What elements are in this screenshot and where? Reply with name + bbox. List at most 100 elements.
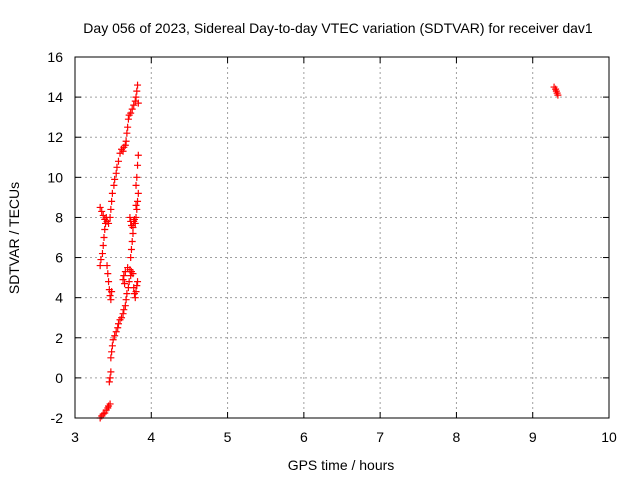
data-point <box>99 242 107 250</box>
data-point <box>127 109 135 117</box>
data-point <box>119 147 127 155</box>
data-point <box>108 288 116 296</box>
data-point <box>114 157 122 165</box>
y-tick-labels: -2 0 2 4 6 8 10 12 14 16 <box>47 49 63 426</box>
data-point <box>105 278 113 286</box>
x-tick-labels: 3 4 5 6 7 8 9 10 <box>71 429 617 445</box>
data-point <box>133 205 141 213</box>
data-point <box>127 246 135 254</box>
x-tick-label: 8 <box>453 429 461 445</box>
data-point <box>132 181 140 189</box>
data-point <box>128 105 136 113</box>
data-point <box>107 354 115 362</box>
data-point <box>98 207 106 215</box>
data-point <box>131 219 139 227</box>
x-tick-label: 6 <box>300 429 308 445</box>
x-tick-label: 3 <box>71 429 79 445</box>
plot-frame <box>74 56 610 419</box>
data-point <box>133 173 141 181</box>
data-point <box>106 400 114 408</box>
data-point <box>106 292 114 300</box>
data-point <box>129 223 137 231</box>
y-tick-label: 16 <box>47 49 63 65</box>
y-tick-label: 8 <box>55 209 63 225</box>
data-point <box>554 91 562 99</box>
data-point <box>126 213 134 221</box>
data-point <box>98 250 106 258</box>
data-point <box>128 238 136 246</box>
data-point <box>134 189 142 197</box>
x-tick-label: 9 <box>529 429 537 445</box>
data-point <box>113 163 121 171</box>
data-point <box>125 278 133 286</box>
data-point <box>133 282 141 290</box>
data-point <box>100 234 108 241</box>
data-point <box>108 197 116 205</box>
y-tick-label: -2 <box>51 410 64 426</box>
grid-lines <box>75 57 609 418</box>
data-point <box>131 215 139 223</box>
data-point <box>97 256 105 264</box>
data-point <box>104 270 112 278</box>
data-points <box>96 81 562 422</box>
data-point <box>129 270 137 278</box>
data-point <box>134 151 142 159</box>
x-tick-label: 5 <box>224 429 232 445</box>
data-point <box>131 294 139 302</box>
data-point <box>106 374 114 382</box>
data-point <box>99 410 107 418</box>
data-point <box>112 328 120 336</box>
data-point <box>111 175 119 183</box>
data-point <box>111 332 119 340</box>
x-tick-label: 10 <box>601 429 617 445</box>
data-point <box>96 262 104 270</box>
data-point <box>132 288 140 296</box>
data-point <box>134 81 142 89</box>
data-point <box>118 314 126 322</box>
x-tick-label: 7 <box>376 429 384 445</box>
data-point <box>122 137 130 145</box>
data-point <box>124 115 132 123</box>
data-point <box>107 368 115 376</box>
data-point <box>132 93 140 101</box>
data-point <box>105 219 113 227</box>
data-point <box>122 296 130 304</box>
data-point <box>120 306 128 314</box>
data-point <box>108 189 116 197</box>
data-point <box>107 296 115 304</box>
data-point <box>110 181 118 189</box>
data-point <box>121 141 129 149</box>
data-point <box>132 201 140 209</box>
data-point <box>119 276 127 284</box>
data-point <box>96 203 104 211</box>
data-point <box>124 264 132 272</box>
data-point <box>134 161 142 169</box>
y-tick-label: 4 <box>55 290 63 306</box>
axis-ticks <box>74 56 610 419</box>
data-point <box>123 129 131 137</box>
chart-title: Day 056 of 2023, Sidereal Day-to-day VTE… <box>83 20 593 36</box>
y-tick-label: 6 <box>55 250 63 266</box>
data-point <box>108 342 116 350</box>
data-point <box>133 87 141 95</box>
y-axis-label: SDTVAR / TECUs <box>6 182 22 294</box>
data-point <box>103 262 111 270</box>
y-tick-label: 12 <box>47 129 63 145</box>
y-tick-label: 0 <box>55 370 63 386</box>
data-point <box>99 211 107 219</box>
data-point <box>107 205 115 213</box>
data-point <box>130 101 138 109</box>
data-point <box>114 324 122 332</box>
data-point <box>121 302 129 310</box>
data-point <box>121 280 129 288</box>
y-tick-label: 10 <box>47 169 63 185</box>
y-tick-label: 14 <box>47 89 63 105</box>
data-point <box>101 225 109 233</box>
data-point <box>129 229 137 237</box>
data-point <box>108 348 116 356</box>
data-point <box>106 213 114 221</box>
x-axis-label: GPS time / hours <box>288 457 395 473</box>
data-point <box>134 99 142 107</box>
data-point <box>134 278 142 286</box>
